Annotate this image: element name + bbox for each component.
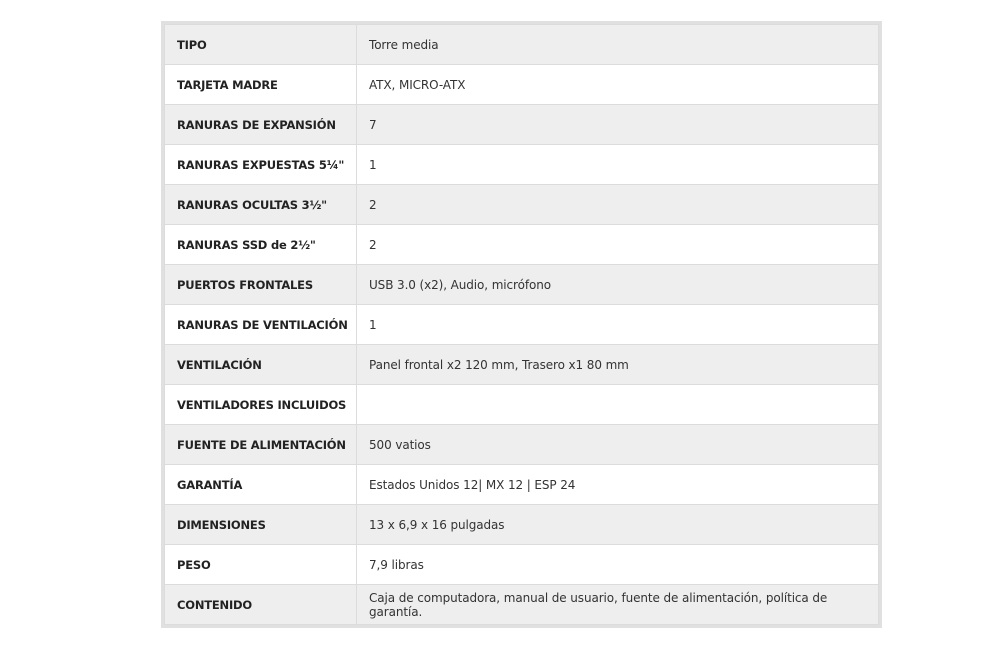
- table-row: RANURAS EXPUESTAS 5¼" 1: [164, 144, 879, 185]
- spec-value: 1: [356, 144, 879, 185]
- table-row: CONTENIDO Caja de computadora, manual de …: [164, 584, 879, 625]
- table-row: RANURAS OCULTAS 3½" 2: [164, 184, 879, 225]
- table-row: PUERTOS FRONTALES USB 3.0 (x2), Audio, mi…: [164, 264, 879, 305]
- spec-value: Panel frontal x2 120 mm, Trasero x1 80 m…: [356, 344, 879, 385]
- spec-label: FUENTE DE ALIMENTACIÓN: [164, 424, 357, 465]
- spec-value: [356, 384, 879, 425]
- spec-value: Caja de computadora, manual de usuario, …: [356, 584, 879, 625]
- spec-label: CONTENIDO: [164, 584, 357, 625]
- table-row: TARJETA MADRE ATX, MICRO-ATX: [164, 64, 879, 105]
- spec-label: VENTILACIÓN: [164, 344, 357, 385]
- spec-value: Torre media: [356, 24, 879, 65]
- spec-label: TIPO: [164, 24, 357, 65]
- spec-label: RANURAS OCULTAS 3½": [164, 184, 357, 225]
- spec-label: RANURAS EXPUESTAS 5¼": [164, 144, 357, 185]
- spec-value: USB 3.0 (x2), Audio, micrófono: [356, 264, 879, 305]
- spec-value: Estados Unidos 12| MX 12 | ESP 24: [356, 464, 879, 505]
- table-row: RANURAS DE VENTILACIÓN 1: [164, 304, 879, 345]
- spec-label: GARANTÍA: [164, 464, 357, 505]
- spec-label: RANURAS DE VENTILACIÓN: [164, 304, 357, 345]
- spec-table: TIPO Torre media TARJETA MADRE ATX, MICRO-A…: [164, 24, 879, 625]
- spec-label: VENTILADORES INCLUIDOS: [164, 384, 357, 425]
- spec-value: 2: [356, 224, 879, 265]
- spec-label: PESO: [164, 544, 357, 585]
- table-row: RANURAS SSD de 2½" 2: [164, 224, 879, 265]
- spec-label: PUERTOS FRONTALES: [164, 264, 357, 305]
- spec-value: 7: [356, 104, 879, 145]
- spec-label: TARJETA MADRE: [164, 64, 357, 105]
- table-row: DIMENSIONES 13 x 6,9 x 16 pulgadas: [164, 504, 879, 545]
- table-row: VENTILADORES INCLUIDOS: [164, 384, 879, 425]
- spec-table-container: TIPO Torre media TARJETA MADRE ATX, MICRO-A…: [161, 21, 882, 628]
- spec-value: ATX, MICRO-ATX: [356, 64, 879, 105]
- spec-label: RANURAS SSD de 2½": [164, 224, 357, 265]
- table-row: VENTILACIÓN Panel frontal x2 120 mm, Tras…: [164, 344, 879, 385]
- spec-value: 500 vatios: [356, 424, 879, 465]
- spec-label: DIMENSIONES: [164, 504, 357, 545]
- table-row: PESO 7,9 libras: [164, 544, 879, 585]
- table-row: GARANTÍA Estados Unidos 12| MX 12 | ESP 2…: [164, 464, 879, 505]
- table-row: TIPO Torre media: [164, 24, 879, 65]
- table-row: RANURAS DE EXPANSIÓN 7: [164, 104, 879, 145]
- spec-label: RANURAS DE EXPANSIÓN: [164, 104, 357, 145]
- spec-value: 13 x 6,9 x 16 pulgadas: [356, 504, 879, 545]
- spec-value: 7,9 libras: [356, 544, 879, 585]
- spec-value: 2: [356, 184, 879, 225]
- spec-value: 1: [356, 304, 879, 345]
- table-row: FUENTE DE ALIMENTACIÓN 500 vatios: [164, 424, 879, 465]
